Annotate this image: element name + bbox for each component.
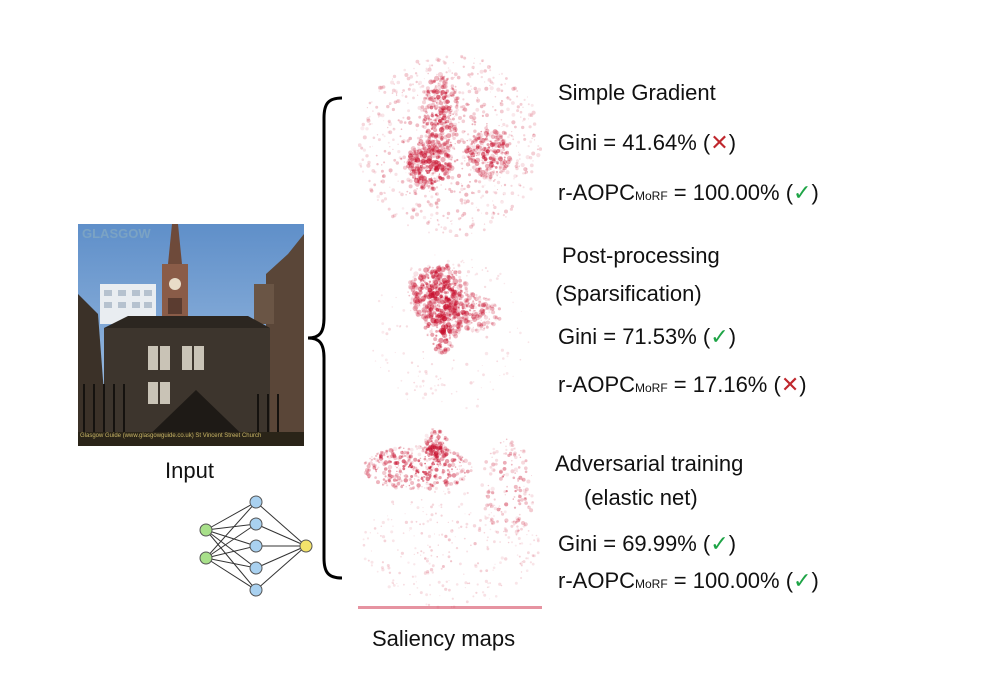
method-title: Simple Gradient — [558, 80, 716, 105]
check-icon: ✓ — [793, 180, 812, 205]
input-image: GLASGOW Glasgow Guide (www.glasgowguide.… — [78, 224, 304, 446]
method-title: Adversarial training — [555, 451, 744, 476]
check-icon: ✓ — [710, 324, 729, 349]
gini-metric: Gini = 71.53% (✓) — [558, 324, 737, 349]
watermark-logo: GLASGOW — [82, 226, 151, 241]
neural-network-icon — [196, 490, 316, 607]
cross-icon: ✕ — [710, 130, 729, 155]
saliency-map-adversarial-training — [358, 428, 542, 613]
watermark-caption: Glasgow Guide (www.glasgowguide.co.uk) S… — [80, 433, 262, 439]
check-icon: ✓ — [710, 531, 729, 556]
aopc-metric: r-AOPCMoRF = 17.16% (✕) — [558, 372, 807, 397]
cross-icon: ✕ — [780, 372, 800, 397]
saliency-map-simple-gradient — [358, 54, 542, 237]
gini-metric: Gini = 69.99% (✓) — [558, 531, 737, 556]
bracket-icon — [306, 96, 346, 585]
method-subtitle: (Sparsification) — [555, 281, 702, 306]
check-icon: ✓ — [793, 568, 812, 593]
aopc-metric: r-AOPCMoRF = 100.00% (✓) — [558, 568, 819, 593]
method-title: Post-processing — [562, 243, 720, 268]
aopc-metric: r-AOPCMoRF = 100.00% (✓) — [558, 180, 819, 205]
method-subtitle: (elastic net) — [584, 485, 698, 510]
gini-metric: Gini = 41.64% (✕) — [558, 130, 737, 155]
input-label: Input — [165, 458, 214, 483]
saliency-maps-label: Saliency maps — [372, 626, 516, 651]
saliency-map-post-processing — [358, 243, 542, 426]
